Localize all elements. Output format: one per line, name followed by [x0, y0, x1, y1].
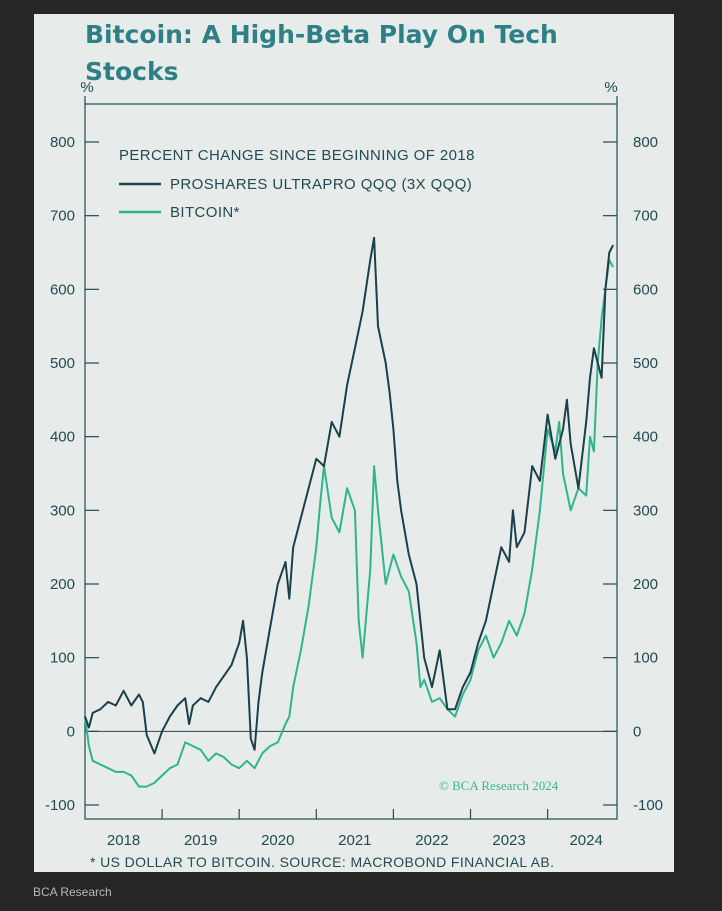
site-label: BCA Research — [33, 885, 112, 899]
copyright-notice: © BCA Research 2024 — [439, 778, 559, 793]
y-tick-label-left: 600 — [50, 281, 75, 298]
y-tick-label-left: 0 — [67, 723, 75, 740]
series-line-1 — [84, 258, 614, 788]
x-tick-label: 2024 — [569, 832, 602, 849]
y-tick-label-left: 500 — [50, 355, 75, 372]
y-tick-label-right: 300 — [633, 502, 658, 519]
y-tick-label-right: 100 — [633, 650, 658, 667]
y-tick-label-right: 0 — [633, 723, 641, 740]
series-line-0 — [84, 236, 614, 755]
legend-label-1: BITCOIN* — [170, 204, 240, 221]
y-tick-label-right: 600 — [633, 281, 658, 298]
axes: % % -100 -100 0 0 100 100 200 200 300 300 400 400 500 5… — [45, 79, 663, 849]
legend-label-0: PROSHARES ULTRAPRO QQQ (3X QQQ) — [170, 176, 472, 193]
chart-card: Bitcoin: A High-Beta Play On Tech Stocks… — [34, 14, 674, 872]
y-unit-right: % — [604, 79, 617, 96]
legend: PERCENT CHANGE SINCE BEGINNING OF 2018 PR… — [119, 147, 475, 221]
x-tick-label: 2020 — [261, 832, 294, 849]
y-unit-left: % — [80, 79, 93, 96]
x-tick-label: 2021 — [338, 832, 371, 849]
y-tick-label-right: 200 — [633, 576, 658, 593]
y-tick-label-left: 200 — [50, 576, 75, 593]
footnote: * US DOLLAR TO BITCOIN. SOURCE: MACROBON… — [90, 854, 555, 870]
x-tick-label: 2019 — [184, 832, 217, 849]
plot-frame — [84, 103, 618, 820]
legend-title: PERCENT CHANGE SINCE BEGINNING OF 2018 — [119, 147, 475, 164]
y-tick-label-left: -100 — [45, 797, 75, 814]
y-tick-label-left: 300 — [50, 502, 75, 519]
y-tick-label-left: 800 — [50, 134, 75, 151]
x-tick-label: 2018 — [107, 832, 140, 849]
y-tick-label-right: -100 — [633, 797, 663, 814]
y-tick-label-left: 100 — [50, 650, 75, 667]
y-tick-label-right: 400 — [633, 429, 658, 446]
y-tick-label-right: 500 — [633, 355, 658, 372]
y-tick-label-left: 400 — [50, 429, 75, 446]
x-tick-label: 2023 — [492, 832, 525, 849]
y-tick-label-right: 800 — [633, 134, 658, 151]
y-tick-label-right: 700 — [633, 208, 658, 225]
chart-canvas: % % -100 -100 0 0 100 100 200 200 300 300 400 400 500 5… — [45, 79, 663, 849]
series-layer — [84, 236, 614, 788]
chart-title: Bitcoin: A High-Beta Play On Tech Stocks — [85, 20, 558, 86]
y-tick-label-left: 700 — [50, 208, 75, 225]
x-tick-label: 2022 — [415, 832, 448, 849]
